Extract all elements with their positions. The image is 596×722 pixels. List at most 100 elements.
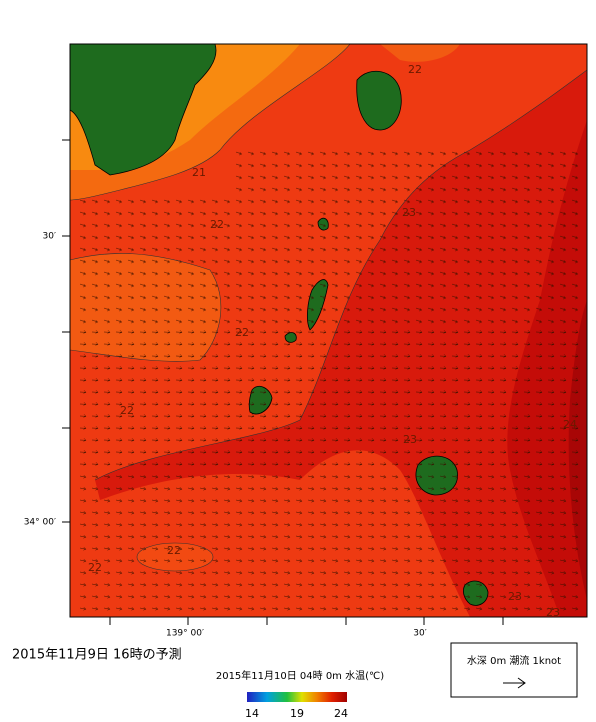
current-arrow bbox=[163, 235, 171, 240]
current-arrow bbox=[103, 235, 111, 240]
current-arrow bbox=[199, 378, 207, 382]
current-arrow bbox=[295, 595, 303, 599]
current-arrow bbox=[199, 450, 207, 454]
title: 2015年11月9日 16時の予測 bbox=[12, 648, 182, 663]
current-arrow bbox=[547, 450, 555, 454]
current-arrow bbox=[427, 487, 435, 491]
current-arrow bbox=[223, 271, 231, 276]
current-arrow bbox=[343, 319, 351, 324]
current-arrow bbox=[247, 163, 255, 168]
current-arrow bbox=[547, 487, 555, 491]
current-arrow bbox=[499, 426, 507, 430]
current-arrow bbox=[523, 295, 531, 300]
current-arrow bbox=[427, 151, 435, 156]
current-arrow bbox=[499, 295, 507, 300]
current-arrow bbox=[187, 535, 195, 539]
current-arrow bbox=[115, 235, 123, 240]
current-arrow bbox=[295, 319, 303, 324]
current-arrow bbox=[439, 487, 447, 491]
current-arrow bbox=[259, 319, 267, 324]
current-arrow bbox=[487, 223, 495, 228]
current-arrow bbox=[211, 390, 219, 394]
current-arrow bbox=[391, 535, 399, 539]
current-arrow bbox=[259, 187, 267, 192]
current-arrow bbox=[103, 607, 111, 611]
current-arrow bbox=[463, 607, 471, 611]
current-arrow bbox=[283, 487, 291, 491]
current-arrow bbox=[175, 475, 183, 479]
current-arrow bbox=[439, 583, 447, 587]
current-arrow bbox=[127, 366, 135, 370]
current-arrow bbox=[283, 414, 291, 418]
current-arrow bbox=[511, 583, 519, 587]
current-arrow bbox=[163, 595, 171, 599]
current-arrow bbox=[283, 199, 291, 204]
current-arrow bbox=[307, 487, 315, 491]
current-arrow bbox=[535, 571, 543, 575]
current-arrow bbox=[475, 571, 483, 575]
current-arrow bbox=[571, 295, 579, 300]
current-arrow bbox=[259, 450, 267, 454]
current-arrow bbox=[235, 595, 243, 599]
current-arrow bbox=[427, 523, 435, 527]
current-arrow bbox=[427, 330, 435, 334]
current-arrow bbox=[91, 426, 99, 430]
current-arrow bbox=[535, 523, 543, 527]
current-arrow bbox=[355, 283, 363, 288]
current-arrow bbox=[259, 438, 267, 442]
current-arrow bbox=[379, 319, 387, 324]
current-arrow bbox=[379, 499, 387, 503]
current-arrow bbox=[487, 211, 495, 216]
current-arrow bbox=[127, 559, 135, 563]
current-arrow bbox=[235, 366, 243, 370]
current-arrow bbox=[127, 414, 135, 418]
current-arrow bbox=[427, 295, 435, 300]
current-arrow bbox=[235, 151, 243, 156]
current-arrow bbox=[211, 426, 219, 430]
current-arrow bbox=[307, 211, 315, 216]
current-arrow bbox=[127, 283, 135, 288]
current-arrow bbox=[451, 199, 459, 204]
current-arrow bbox=[427, 607, 435, 611]
current-arrow bbox=[295, 499, 303, 503]
current-arrow bbox=[415, 366, 423, 370]
current-arrow bbox=[79, 211, 87, 216]
current-arrow bbox=[79, 402, 87, 406]
current-arrow bbox=[103, 199, 111, 204]
current-arrow bbox=[331, 211, 339, 216]
current-arrow bbox=[403, 295, 411, 300]
current-arrow bbox=[271, 535, 279, 539]
current-arrow bbox=[535, 235, 543, 240]
current-arrow bbox=[163, 487, 171, 491]
current-arrow bbox=[511, 462, 519, 466]
current-arrow bbox=[223, 259, 231, 264]
current-arrow bbox=[127, 402, 135, 406]
current-arrow bbox=[319, 571, 327, 575]
current-arrow bbox=[331, 247, 339, 252]
current-arrow bbox=[271, 547, 279, 551]
current-arrow bbox=[523, 547, 531, 551]
current-arrow bbox=[283, 547, 291, 551]
current-arrow bbox=[271, 390, 279, 394]
current-arrow bbox=[439, 319, 447, 324]
current-arrow bbox=[91, 259, 99, 264]
current-arrow bbox=[523, 354, 531, 358]
current-arrow bbox=[415, 354, 423, 358]
current-arrow bbox=[79, 438, 87, 442]
current-arrow bbox=[391, 390, 399, 394]
current-arrow bbox=[115, 511, 123, 515]
current-arrow bbox=[511, 199, 519, 204]
current-arrow bbox=[355, 438, 363, 442]
current-arrow bbox=[259, 402, 267, 406]
current-arrow bbox=[523, 175, 531, 180]
current-arrow bbox=[163, 330, 171, 334]
current-arrow bbox=[403, 559, 411, 563]
current-arrow bbox=[331, 499, 339, 503]
current-arrow bbox=[547, 499, 555, 503]
current-arrow bbox=[451, 438, 459, 442]
current-arrow bbox=[355, 175, 363, 180]
current-arrow bbox=[211, 450, 219, 454]
current-arrow bbox=[415, 319, 423, 324]
current-arrow bbox=[559, 547, 567, 551]
current-arrow bbox=[103, 271, 111, 276]
